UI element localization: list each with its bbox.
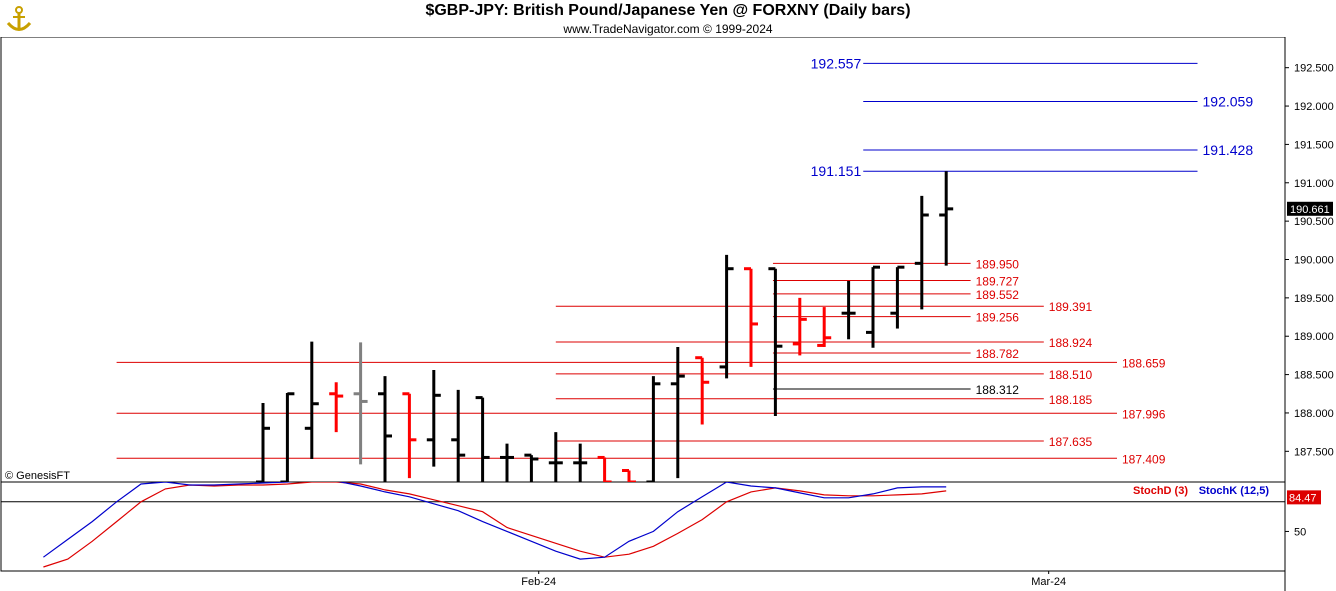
price-levels: 192.557 192.059 191.428 191.151 189.950 189.7… xyxy=(116,55,1254,466)
stoch-lines xyxy=(43,482,947,568)
level-label: 191.428 xyxy=(1203,142,1254,158)
y-tick-label: 191.500 xyxy=(1294,139,1334,151)
level-label: 189.391 xyxy=(1049,300,1093,314)
chart-title: $GBP-JPY: British Pound/Japanese Yen @ F… xyxy=(425,2,911,19)
ohlc-bar xyxy=(304,341,319,459)
price-chart[interactable]: 187.500 188.000 188.500 189.000 189.500 190.0… xyxy=(0,37,1336,591)
y-tick-label: 189.000 xyxy=(1294,331,1334,343)
y-tick-label: 188.000 xyxy=(1294,408,1334,420)
ohlc-bar xyxy=(475,396,490,482)
level-label: 189.727 xyxy=(976,274,1020,288)
plot-frame xyxy=(0,37,1286,572)
level-label: 192.059 xyxy=(1203,94,1254,110)
y-tick-label: 192.000 xyxy=(1294,101,1334,113)
level-label: 189.552 xyxy=(976,288,1020,302)
level-label: 188.782 xyxy=(976,347,1020,361)
stoch-d-legend: StochD (3) xyxy=(1133,485,1188,497)
level-label: 187.409 xyxy=(1122,452,1166,466)
ohlc-bar xyxy=(622,468,636,482)
chart-subtitle: www.TradeNavigator.com © 1999-2024 xyxy=(563,22,773,36)
ohlc-bar xyxy=(548,432,563,482)
ohlc-bar xyxy=(329,382,344,433)
ohlc-bar xyxy=(378,376,392,482)
ohlc-bar xyxy=(426,369,441,467)
ohlc-bar xyxy=(524,453,539,482)
level-label: 187.635 xyxy=(1049,435,1093,449)
y-tick-label: 190.000 xyxy=(1294,255,1334,267)
last-price-box xyxy=(1287,201,1333,216)
ohlc-bar xyxy=(280,392,295,482)
stoch-value-label: 84.47 xyxy=(1289,492,1317,504)
stoch-k-legend: StochK (12,5) xyxy=(1199,485,1270,497)
level-label: 191.151 xyxy=(811,163,862,179)
ohlc-bar xyxy=(670,346,685,479)
y-tick-label: 188.500 xyxy=(1294,370,1334,382)
ohlc-bar xyxy=(841,280,856,340)
ohlc-bar xyxy=(719,254,734,379)
level-label: 187.996 xyxy=(1122,407,1166,421)
ohlc-bar xyxy=(817,307,832,347)
ohlc-bar xyxy=(744,267,758,367)
y-tick-label: 192.500 xyxy=(1294,63,1334,75)
y-tick-label: 187.500 xyxy=(1294,446,1334,458)
level-label: 188.185 xyxy=(1049,393,1093,407)
ohlc-bar xyxy=(573,443,588,482)
level-label: 192.557 xyxy=(811,55,862,71)
watermark-text: © GenesisFT xyxy=(5,470,70,482)
ohlc-bar xyxy=(866,265,880,348)
ohlc-bar xyxy=(353,342,368,465)
ohlc-bar xyxy=(646,376,661,482)
ohlc-bar xyxy=(695,356,710,425)
level-label: 188.312 xyxy=(976,383,1020,397)
x-tick-label: Mar-24 xyxy=(1031,576,1066,588)
anchor-logo-icon xyxy=(4,4,34,34)
y-tick-label: 190.500 xyxy=(1294,216,1334,228)
chart-axes: 187.500 188.000 188.500 189.000 189.500 190.0… xyxy=(0,37,1334,591)
level-label: 189.256 xyxy=(976,311,1020,325)
x-tick-label: Feb-24 xyxy=(521,576,556,588)
ohlc-bar xyxy=(451,389,466,482)
ohlc-bar xyxy=(597,455,612,482)
stochastic-panel: 50 StochD (3) StochK (12,5) 84.47 xyxy=(1,482,1321,568)
level-label: 189.950 xyxy=(976,257,1020,271)
ohlc-bar xyxy=(768,267,783,417)
ohlc-bar xyxy=(792,297,807,356)
stoch-value-box xyxy=(1287,490,1321,505)
stoch-y-tick-label: 50 xyxy=(1294,526,1306,538)
price-bars[interactable] xyxy=(256,171,954,482)
ohlc-bar xyxy=(500,443,514,482)
y-tick-label: 189.500 xyxy=(1294,293,1334,305)
level-label: 188.510 xyxy=(1049,368,1093,382)
ohlc-bar xyxy=(914,195,929,310)
ohlc-bar xyxy=(256,402,270,482)
ohlc-bar xyxy=(402,392,417,479)
level-label: 188.924 xyxy=(1049,336,1093,350)
level-label: 188.659 xyxy=(1122,356,1166,370)
ohlc-bar xyxy=(890,265,905,329)
last-price-label: 190.661 xyxy=(1290,204,1330,216)
stoch-series-line xyxy=(43,482,947,560)
y-tick-label: 191.000 xyxy=(1294,178,1334,190)
ohlc-bar xyxy=(939,171,954,266)
